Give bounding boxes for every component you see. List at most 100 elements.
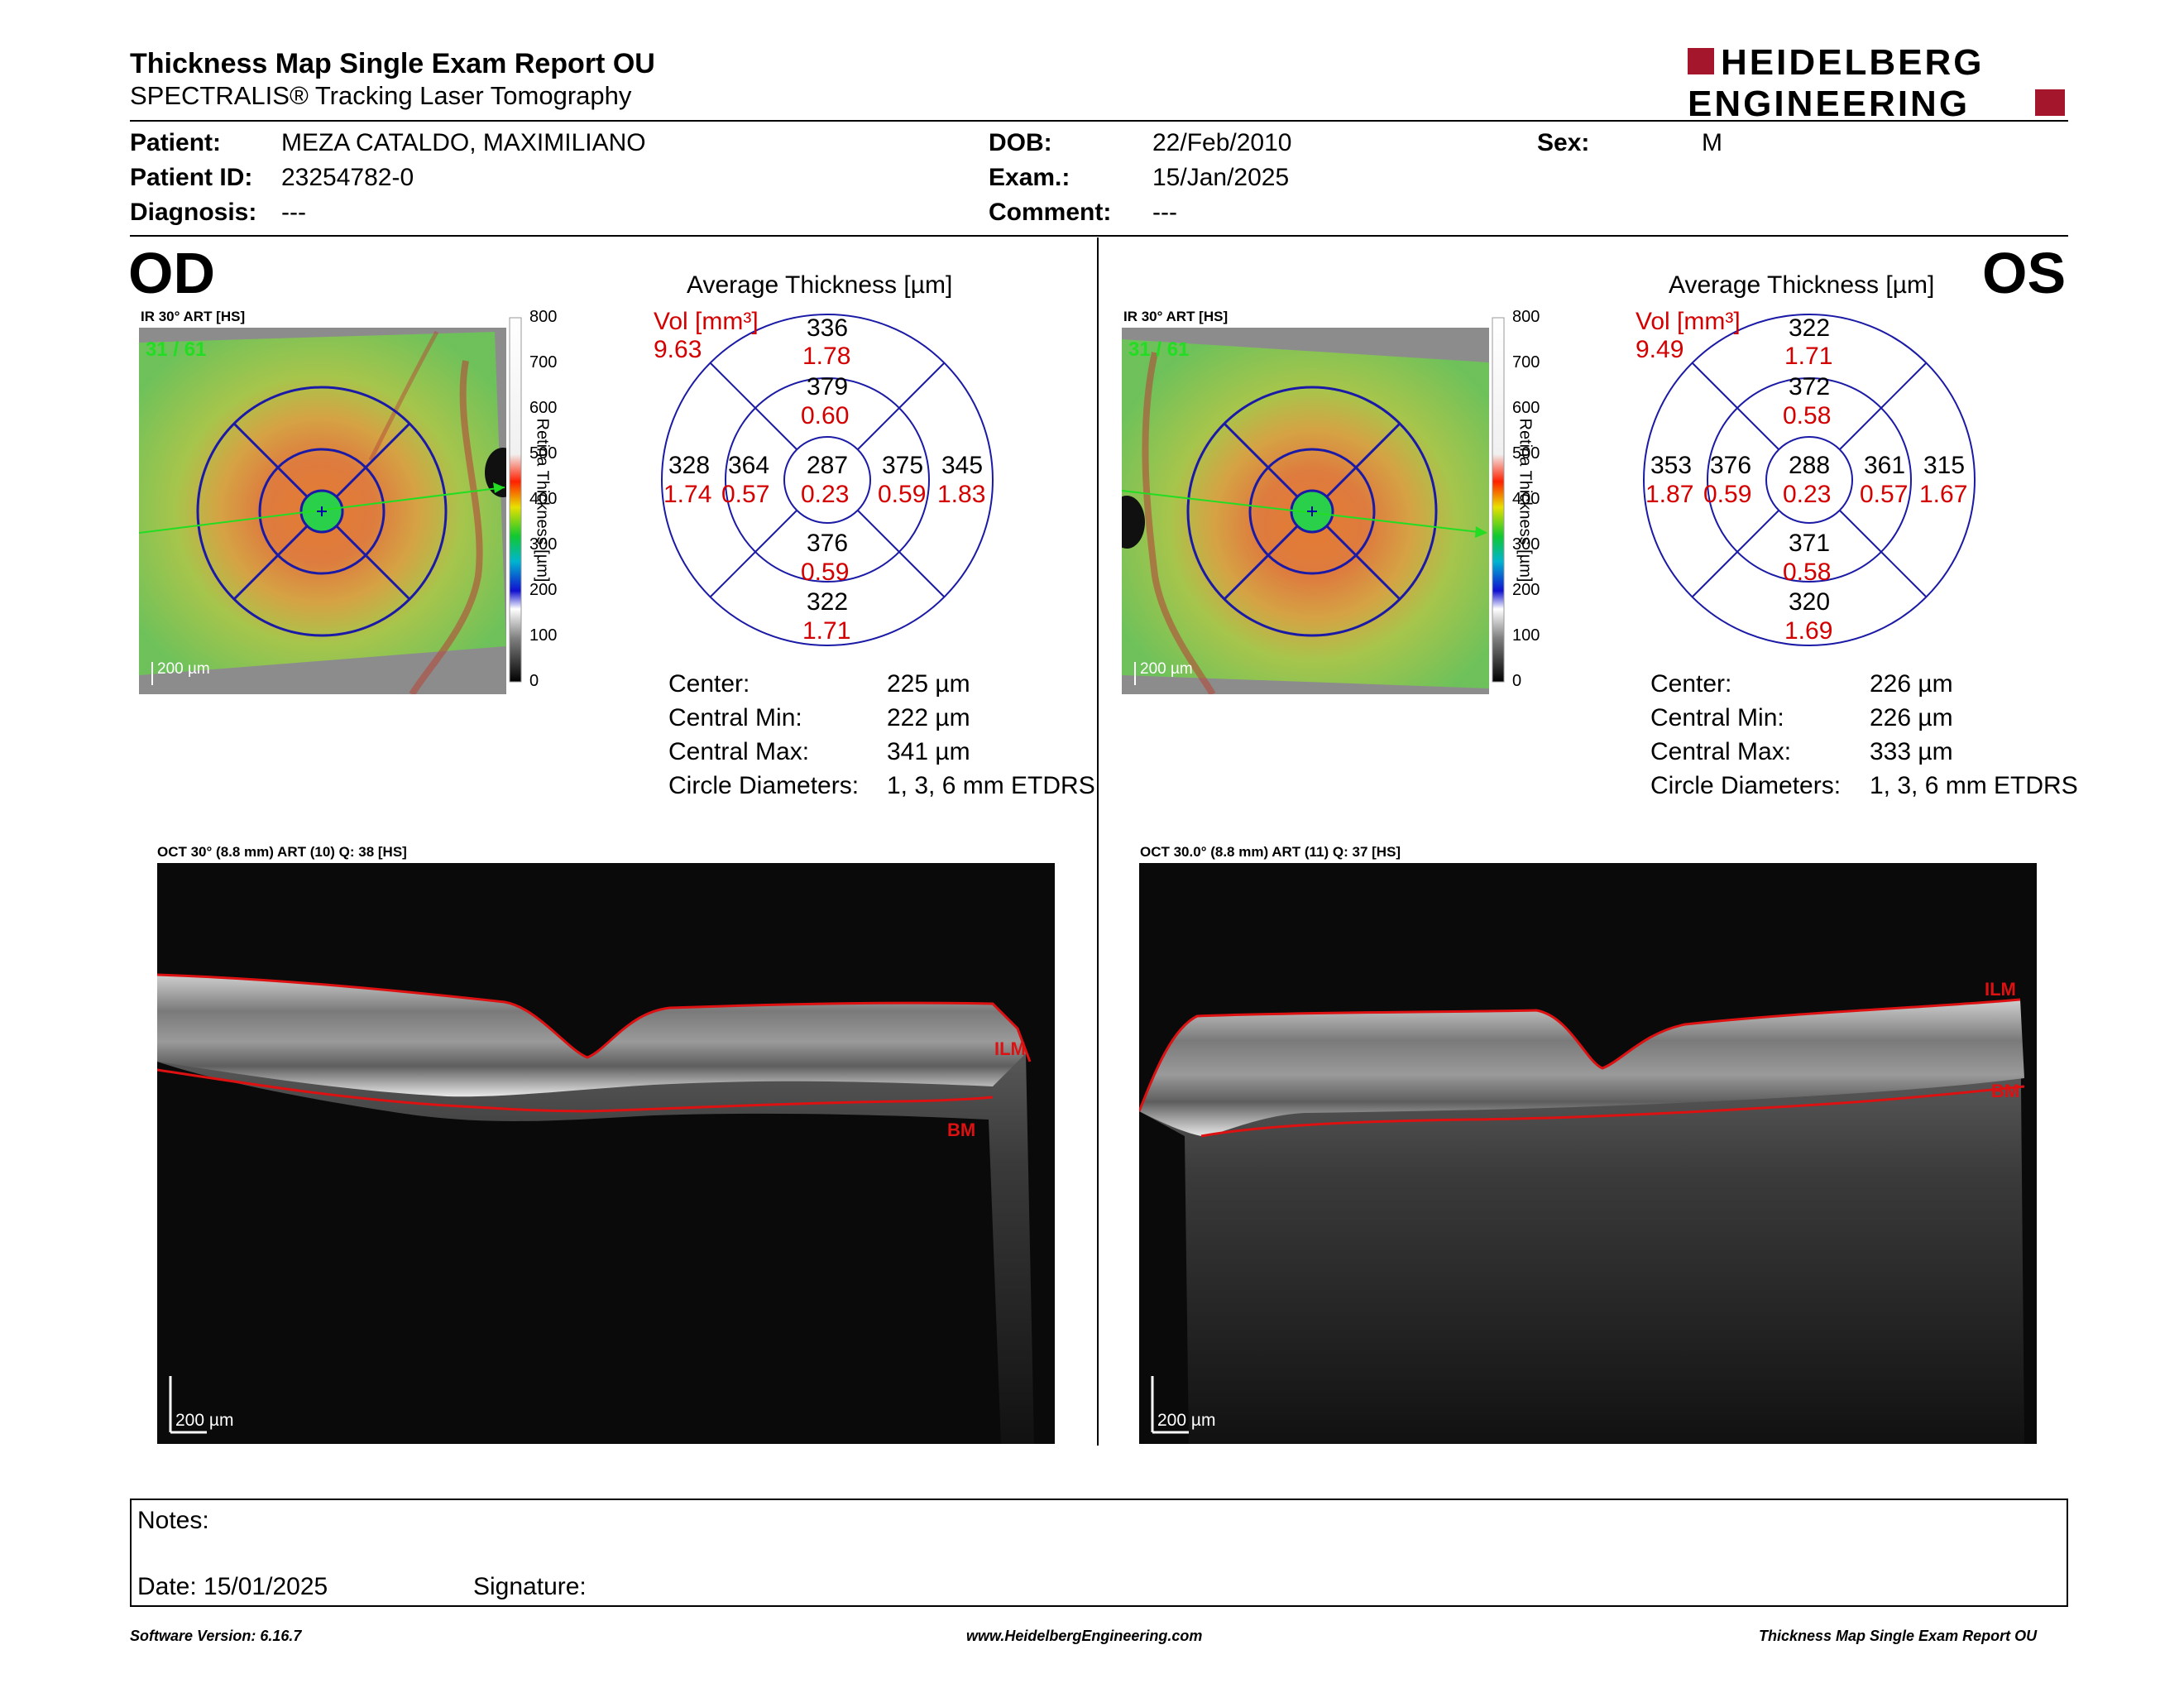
- od-outer-sup-volume: 1.78: [802, 343, 851, 370]
- od-inner-sup-volume: 0.60: [801, 402, 850, 429]
- os-diam-value: 1, 3, 6 mm ETDRS: [1870, 772, 2078, 799]
- os-outer-right-thickness: 315: [1923, 452, 1966, 479]
- os-inner-inf-thickness: 371: [1789, 530, 1831, 557]
- os-inner-left-thickness: 376: [1710, 452, 1752, 479]
- od-outer-inf-volume: 1.71: [802, 617, 851, 645]
- os-inner-left-volume: 0.59: [1703, 481, 1752, 508]
- od-center-value: 225 µm: [887, 670, 970, 698]
- os-inner-sup-volume: 0.58: [1783, 402, 1832, 429]
- os-outer-left-thickness: 353: [1650, 452, 1693, 479]
- os-min-label: Central Min:: [1650, 704, 1784, 731]
- od-outer-sup-thickness: 336: [807, 314, 849, 342]
- exam-value: 15/Jan/2025: [1152, 164, 1290, 191]
- od-tick-800: 800: [529, 308, 558, 326]
- od-tick-300: 300: [529, 535, 558, 554]
- os-tick-800: 800: [1512, 308, 1540, 326]
- os-outer-inf-volume: 1.69: [1784, 617, 1833, 645]
- os-center-value: 226 µm: [1870, 670, 1953, 698]
- od-inner-inf-volume: 0.59: [801, 559, 850, 586]
- date-label: Date: 15/01/2025: [137, 1573, 328, 1600]
- os-inner-right-volume: 0.57: [1860, 481, 1909, 508]
- os-vol-label: Vol [mm³]: [1636, 308, 1741, 335]
- notes-box: Notes: Date: 15/01/2025 Signature:: [130, 1499, 2068, 1607]
- os-etdrs-grid: [1643, 314, 1976, 646]
- od-diam-value: 1, 3, 6 mm ETDRS: [887, 772, 1095, 799]
- od-ilm-label: ILM: [994, 1038, 1026, 1059]
- os-center-label: Center:: [1650, 670, 1732, 698]
- od-outer-inf-thickness: 322: [807, 588, 849, 616]
- os-inner-inf-volume: 0.58: [1783, 559, 1832, 586]
- od-inner-left-thickness: 364: [728, 452, 770, 479]
- od-oct-bscan: ILM BM 200 µm: [157, 863, 1055, 1444]
- od-tick-0: 0: [529, 672, 539, 690]
- od-inner-right-thickness: 375: [882, 452, 924, 479]
- patient-label: Patient:: [130, 129, 222, 156]
- os-eye-label: OS: [1982, 241, 2067, 305]
- os-tick-0: 0: [1512, 672, 1522, 690]
- od-vol-label: Vol [mm³]: [654, 308, 759, 335]
- os-bm-label: BM: [1991, 1081, 2019, 1101]
- od-min-value: 222 µm: [887, 704, 970, 731]
- os-colorbar-ticks: 800 700 600 500 400 300 200 100 0: [1512, 308, 1554, 697]
- signature-label: Signature:: [473, 1573, 587, 1600]
- od-inner-right-volume: 0.59: [878, 481, 927, 508]
- patient-name: MEZA CATALDO, MAXIMILIANO: [281, 129, 646, 156]
- comment-label: Comment:: [989, 199, 1112, 226]
- os-ir-caption: IR 30° ART [HS]: [1123, 309, 1228, 324]
- sex-label: Sex:: [1537, 129, 1590, 156]
- od-inner-sup-thickness: 379: [807, 373, 849, 400]
- header-divider: [130, 120, 2068, 122]
- diagnosis-label: Diagnosis:: [130, 199, 257, 226]
- od-map-scale: 200 µm: [157, 660, 210, 678]
- os-tick-200: 200: [1512, 581, 1540, 599]
- os-map-scale: 200 µm: [1140, 660, 1193, 678]
- od-colorbar-ticks: 800 700 600 500 400 300 200 100 0: [529, 308, 571, 697]
- od-max-label: Central Max:: [668, 738, 810, 765]
- os-frame-counter: 31 / 61: [1128, 338, 1189, 361]
- os-vol-value: 9.49: [1636, 336, 1684, 363]
- od-center-volume: 0.23: [801, 481, 850, 508]
- logo-line2: ENGINEERING: [1688, 84, 1970, 121]
- os-outer-sup-volume: 1.71: [1784, 343, 1833, 370]
- od-colorbar: [509, 317, 522, 683]
- os-max-value: 333 µm: [1870, 738, 1953, 765]
- patient-id-label: Patient ID:: [130, 164, 253, 191]
- od-eye-label: OD: [128, 241, 215, 305]
- os-tick-100: 100: [1512, 626, 1540, 645]
- footer-website[interactable]: www.HeidelbergEngineering.com: [966, 1628, 1203, 1644]
- footer-software-version: Software Version: 6.16.7: [130, 1628, 302, 1644]
- diagnosis-value: ---: [281, 199, 306, 226]
- os-outer-right-volume: 1.67: [1919, 481, 1968, 508]
- report-title: Thickness Map Single Exam Report OU: [130, 48, 655, 79]
- comment-value: ---: [1152, 199, 1177, 226]
- od-outer-left-thickness: 328: [668, 452, 711, 479]
- od-oct-scale: 200 µm: [175, 1411, 233, 1430]
- exam-label: Exam.:: [989, 164, 1070, 191]
- os-inner-right-thickness: 361: [1864, 452, 1906, 479]
- od-frame-counter: 31 / 61: [146, 338, 206, 361]
- os-oct-scale: 200 µm: [1157, 1411, 1215, 1430]
- patient-id: 23254782-0: [281, 164, 414, 191]
- os-center-thickness: 288: [1789, 452, 1831, 479]
- od-etdrs-grid: [661, 314, 994, 646]
- os-tick-400: 400: [1512, 490, 1540, 508]
- od-vol-value: 9.63: [654, 336, 702, 363]
- os-max-label: Central Max:: [1650, 738, 1792, 765]
- od-tick-600: 600: [529, 399, 558, 417]
- od-avg-title: Average Thickness [µm]: [687, 271, 953, 299]
- os-ilm-label: ILM: [1985, 979, 2016, 1000]
- od-min-label: Central Min:: [668, 704, 802, 731]
- od-inner-left-volume: 0.57: [721, 481, 770, 508]
- sex-value: M: [1702, 129, 1722, 156]
- os-diam-label: Circle Diameters:: [1650, 772, 1842, 799]
- os-tick-600: 600: [1512, 399, 1540, 417]
- od-diam-label: Circle Diameters:: [668, 772, 860, 799]
- os-outer-inf-thickness: 320: [1789, 588, 1831, 616]
- report-subtitle: SPECTRALIS® Tracking Laser Tomography: [130, 81, 632, 110]
- od-tick-500: 500: [529, 444, 558, 463]
- os-inner-sup-thickness: 372: [1789, 373, 1831, 400]
- heidelberg-logo: HEIDELBERG ENGINEERING: [1688, 42, 2065, 121]
- od-outer-left-volume: 1.74: [663, 481, 712, 508]
- os-colorbar-label: Retina Thickness [µm]: [1516, 418, 1535, 583]
- eye-divider: [1097, 237, 1099, 1446]
